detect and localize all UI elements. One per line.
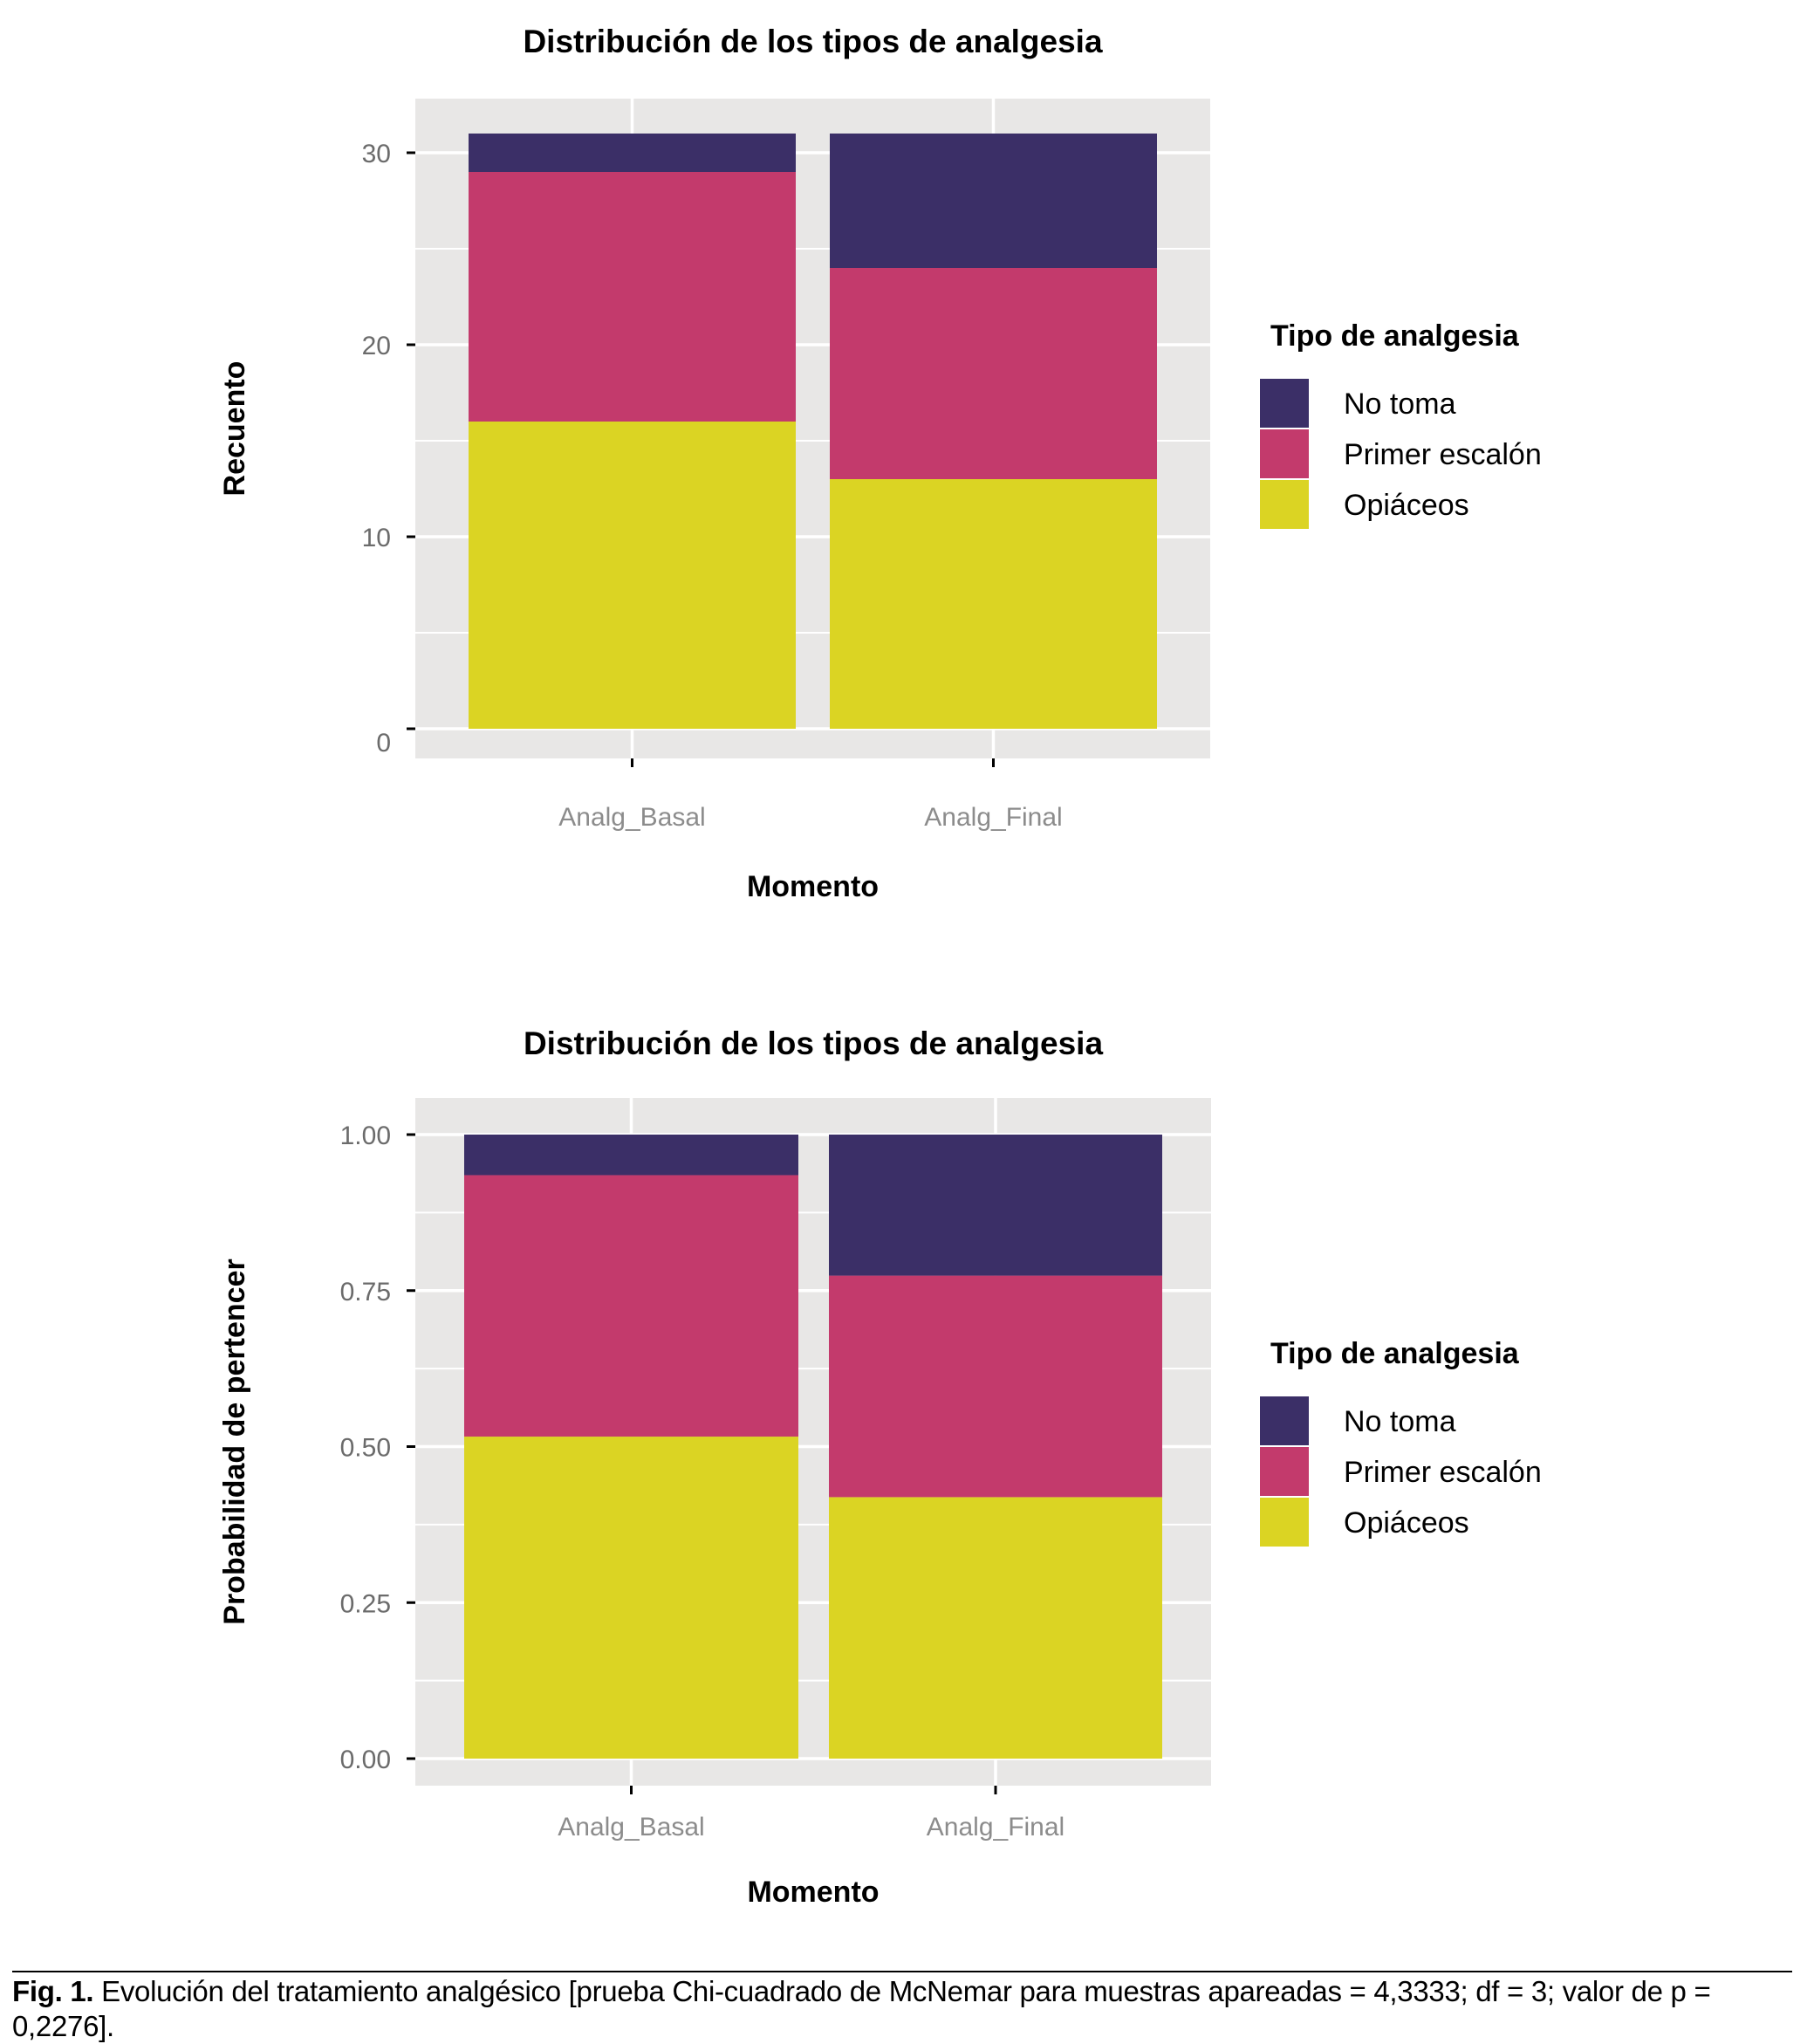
y-tick-label: 30: [362, 140, 391, 168]
legend-key: [1260, 429, 1309, 478]
bar-segment-no-toma: [830, 134, 1157, 268]
x-tick-label: Analg_Basal: [558, 1813, 704, 1842]
legend-key: [1260, 1447, 1309, 1496]
legend-title: Tipo de analgesia: [1270, 1337, 1520, 1370]
legend-label: No toma: [1344, 1405, 1456, 1438]
legend: Tipo de analgesia No toma Primer escalón Op…: [1260, 1337, 1542, 1547]
legend-key: [1260, 1498, 1309, 1547]
y-tick-label: 1.00: [340, 1121, 391, 1150]
legend-label: Opiáceos: [1344, 1506, 1469, 1540]
legend-label: Primer escalón: [1344, 1456, 1542, 1489]
bar-segment-opi-ceos: [829, 1497, 1162, 1759]
legend-label: Primer escalón: [1344, 438, 1542, 471]
chart-2: Distribución de los tipos de analgesia 0.…: [218, 1025, 1542, 1909]
caption-text: Evolución del tratamiento analgésico [pr…: [12, 1975, 1711, 2042]
y-axis-label: Probabilidad de pertencer: [218, 1259, 251, 1624]
bar-segment-opi-ceos: [830, 479, 1157, 729]
bar-segment-no-toma: [464, 1135, 798, 1176]
y-tick-label: 0.00: [340, 1746, 391, 1774]
bar-segment-opi-ceos: [464, 1437, 798, 1759]
y-tick-label: 0.50: [340, 1434, 391, 1463]
bar-segment-opi-ceos: [469, 422, 796, 729]
x-tick-label: Analg_Final: [924, 803, 1062, 832]
legend-title: Tipo de analgesia: [1270, 319, 1520, 353]
y-tick-label: 20: [362, 332, 391, 360]
bar-segment-primer-escal-n: [469, 172, 796, 422]
x-axis-label: Momento: [747, 1876, 879, 1909]
legend-key: [1260, 480, 1309, 529]
y-tick-label: 0: [376, 729, 391, 758]
y-tick-label: 10: [362, 524, 391, 552]
x-tick-label: Analg_Final: [927, 1813, 1064, 1842]
bar-segment-no-toma: [829, 1135, 1162, 1276]
caption-label: Fig. 1.: [12, 1975, 94, 2007]
chart-title: Distribución de los tipos de analgesia: [524, 1025, 1104, 1061]
y-tick-label: 0.75: [340, 1278, 391, 1307]
bar-segment-primer-escal-n: [464, 1175, 798, 1437]
chart-1: Distribución de los tipos de analgesia 0 1…: [218, 24, 1542, 903]
x-tick-label: Analg_Basal: [558, 803, 705, 832]
chart-title: Distribución de los tipos de analgesia: [523, 24, 1103, 59]
legend-key: [1260, 1396, 1309, 1445]
y-axis-label: Recuento: [218, 361, 251, 497]
bar-segment-no-toma: [469, 134, 796, 172]
caption-rule: [12, 1971, 1792, 1972]
y-tick-label: 0.25: [340, 1589, 391, 1618]
x-axis-label: Momento: [747, 870, 879, 903]
figure-caption: Fig. 1. Evolución del tratamiento analgé…: [12, 1974, 1801, 2044]
legend-label: No toma: [1344, 388, 1456, 421]
bar-segment-primer-escal-n: [829, 1275, 1162, 1498]
bar-segment-primer-escal-n: [830, 268, 1157, 479]
legend: Tipo de analgesia No toma Primer escalón Op…: [1260, 319, 1542, 529]
legend-label: Opiáceos: [1344, 489, 1469, 522]
legend-key: [1260, 379, 1309, 428]
